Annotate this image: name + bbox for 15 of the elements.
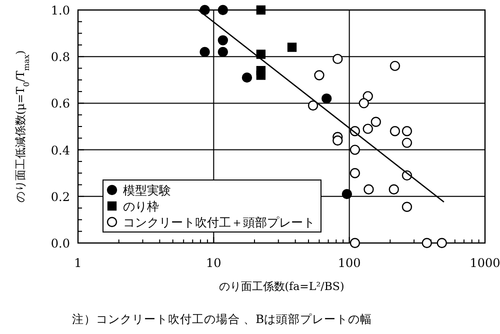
x-tick-label: 1 — [74, 256, 82, 270]
legend-label: 模型実験 — [123, 184, 171, 198]
y-tick-label: 0.4 — [50, 143, 70, 158]
x-tick-label: 1000 — [470, 256, 500, 270]
x-tick-label: 100 — [338, 256, 361, 270]
y-tick-label: 0.8 — [50, 50, 70, 64]
legend-label: コンクリート吹付工＋頭部プレート — [123, 216, 315, 230]
y-tick-label: 1.0 — [50, 4, 70, 18]
text: 注）コンクリート吹付工の場合 、Bは頭部プレートの幅 — [72, 312, 372, 326]
y-tick-label: 0.2 — [50, 190, 70, 204]
y-tick-label: 0.0 — [50, 236, 70, 250]
legend-label: のり枠 — [123, 200, 159, 214]
x-axis-title: のり面工係数(fa=L²/BS) — [218, 280, 344, 293]
y-tick-label: 0.6 — [50, 96, 70, 111]
x-tick-label: 10 — [206, 256, 222, 270]
